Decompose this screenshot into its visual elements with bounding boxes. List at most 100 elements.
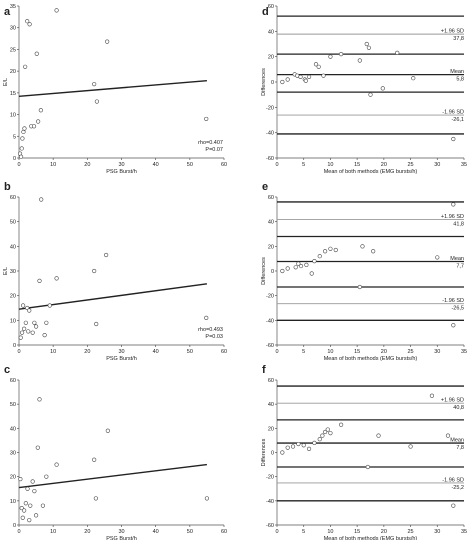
data-point: [322, 429, 328, 435]
reference-line-value: -25,2: [451, 485, 464, 491]
data-point: [306, 446, 312, 451]
y-tick-label: 50: [10, 402, 16, 408]
x-tick-label: 60: [221, 529, 227, 535]
data-point: [298, 74, 303, 80]
reference-line-label: Mean: [450, 256, 464, 262]
data-point: [360, 244, 365, 249]
x-tick-label: 10: [50, 162, 56, 168]
data-point: [306, 74, 312, 80]
x-tick-label: 50: [187, 529, 193, 535]
x-axis-label: PSG Burst/h: [106, 536, 137, 540]
data-point: [54, 276, 59, 281]
data-point: [27, 518, 32, 523]
x-tick-label: 40: [153, 529, 159, 535]
y-tick-label: -60: [266, 523, 274, 529]
data-point: [312, 440, 317, 445]
data-point: [328, 246, 333, 251]
data-point: [44, 474, 49, 479]
y-axis-label: Differences: [261, 68, 267, 96]
data-point: [39, 197, 44, 202]
y-tick-label: 30: [10, 26, 16, 32]
data-point: [19, 146, 24, 151]
data-point: [30, 479, 35, 484]
x-tick-label: 15: [354, 162, 360, 168]
x-tick-label: 0: [275, 349, 278, 355]
data-point: [38, 108, 43, 113]
data-point: [451, 503, 456, 508]
y-tick-label: 5: [13, 134, 16, 140]
data-point: [328, 431, 333, 436]
data-point: [298, 263, 304, 269]
y-tick-label: 40: [268, 29, 274, 35]
x-tick-label: 0: [275, 529, 278, 535]
x-tick-label: 35: [461, 349, 467, 355]
data-point: [451, 323, 456, 328]
panel-b: b 0 10 20 30 40 50 60 0 10 20 30 40 50 60 PSG Burst/h E/…: [3, 181, 227, 362]
data-point: [339, 52, 344, 57]
data-point: [92, 457, 97, 462]
data-point: [28, 503, 33, 508]
data-point: [40, 503, 46, 508]
x-tick-label: 60: [221, 162, 227, 168]
y-tick-label: 0: [271, 269, 274, 275]
reference-line-label: +1.96 SD: [441, 29, 464, 35]
x-tick-label: 30: [434, 349, 440, 355]
reference-line-label: Mean: [450, 69, 464, 75]
data-point: [33, 324, 39, 329]
reference-line-label: +1.96 SD: [441, 214, 464, 220]
panel-label: d: [262, 6, 269, 18]
reference-line-label: -1.96 SD: [442, 477, 464, 483]
data-point: [54, 462, 59, 467]
data-point: [105, 39, 110, 44]
regression-line: [18, 463, 208, 489]
x-tick-label: 40: [153, 349, 159, 355]
x-tick-label: 60: [221, 349, 227, 355]
data-point: [32, 489, 37, 494]
data-point: [333, 247, 338, 253]
data-point: [411, 76, 416, 81]
data-point: [317, 437, 322, 442]
x-tick-label: 20: [381, 162, 387, 168]
panel-label: f: [262, 364, 266, 376]
y-tick-label: 0: [271, 80, 274, 86]
reference-line-value: 7,8: [456, 445, 464, 451]
reference-line-label: -1.96 SD: [442, 110, 464, 116]
data-point: [380, 86, 385, 91]
data-point: [54, 8, 59, 13]
reference-line-value: 37,8: [453, 36, 464, 42]
x-tick-label: 30: [118, 349, 124, 355]
data-point: [204, 496, 210, 501]
data-point: [21, 303, 26, 308]
data-point: [33, 513, 39, 518]
data-point: [395, 50, 400, 55]
x-tick-label: 10: [50, 529, 56, 535]
data-point: [30, 330, 35, 335]
y-tick-label: -60: [266, 343, 274, 349]
y-tick-label: 0: [13, 343, 16, 349]
data-point: [20, 136, 25, 141]
y-tick-label: 20: [268, 244, 274, 250]
y-axis-label: E/L: [3, 78, 9, 86]
y-tick-label: 10: [10, 318, 16, 324]
x-tick-label: 35: [461, 529, 467, 535]
data-point: [312, 259, 317, 264]
panel-label: a: [4, 6, 11, 18]
data-point: [309, 271, 314, 276]
x-tick-label: 30: [118, 529, 124, 535]
panel-c: c 0 10 20 30 40 50 60 0 10 20 30 40 50 60 PSG Burst/h: [4, 364, 227, 540]
data-point: [371, 249, 376, 254]
stat-annotation: P=0.07: [205, 147, 223, 153]
stat-annotation: rho=0.493: [198, 327, 223, 333]
y-tick-label: 60: [10, 195, 16, 201]
data-point: [92, 82, 97, 87]
y-tick-label: 40: [268, 220, 274, 226]
data-point: [325, 427, 330, 432]
panel-label: b: [4, 181, 11, 193]
data-point: [27, 22, 32, 27]
data-point: [445, 433, 451, 438]
y-tick-label: 10: [10, 113, 16, 119]
stat-annotation: P=0.03: [205, 334, 223, 340]
data-point: [364, 41, 369, 47]
data-point: [285, 77, 290, 82]
